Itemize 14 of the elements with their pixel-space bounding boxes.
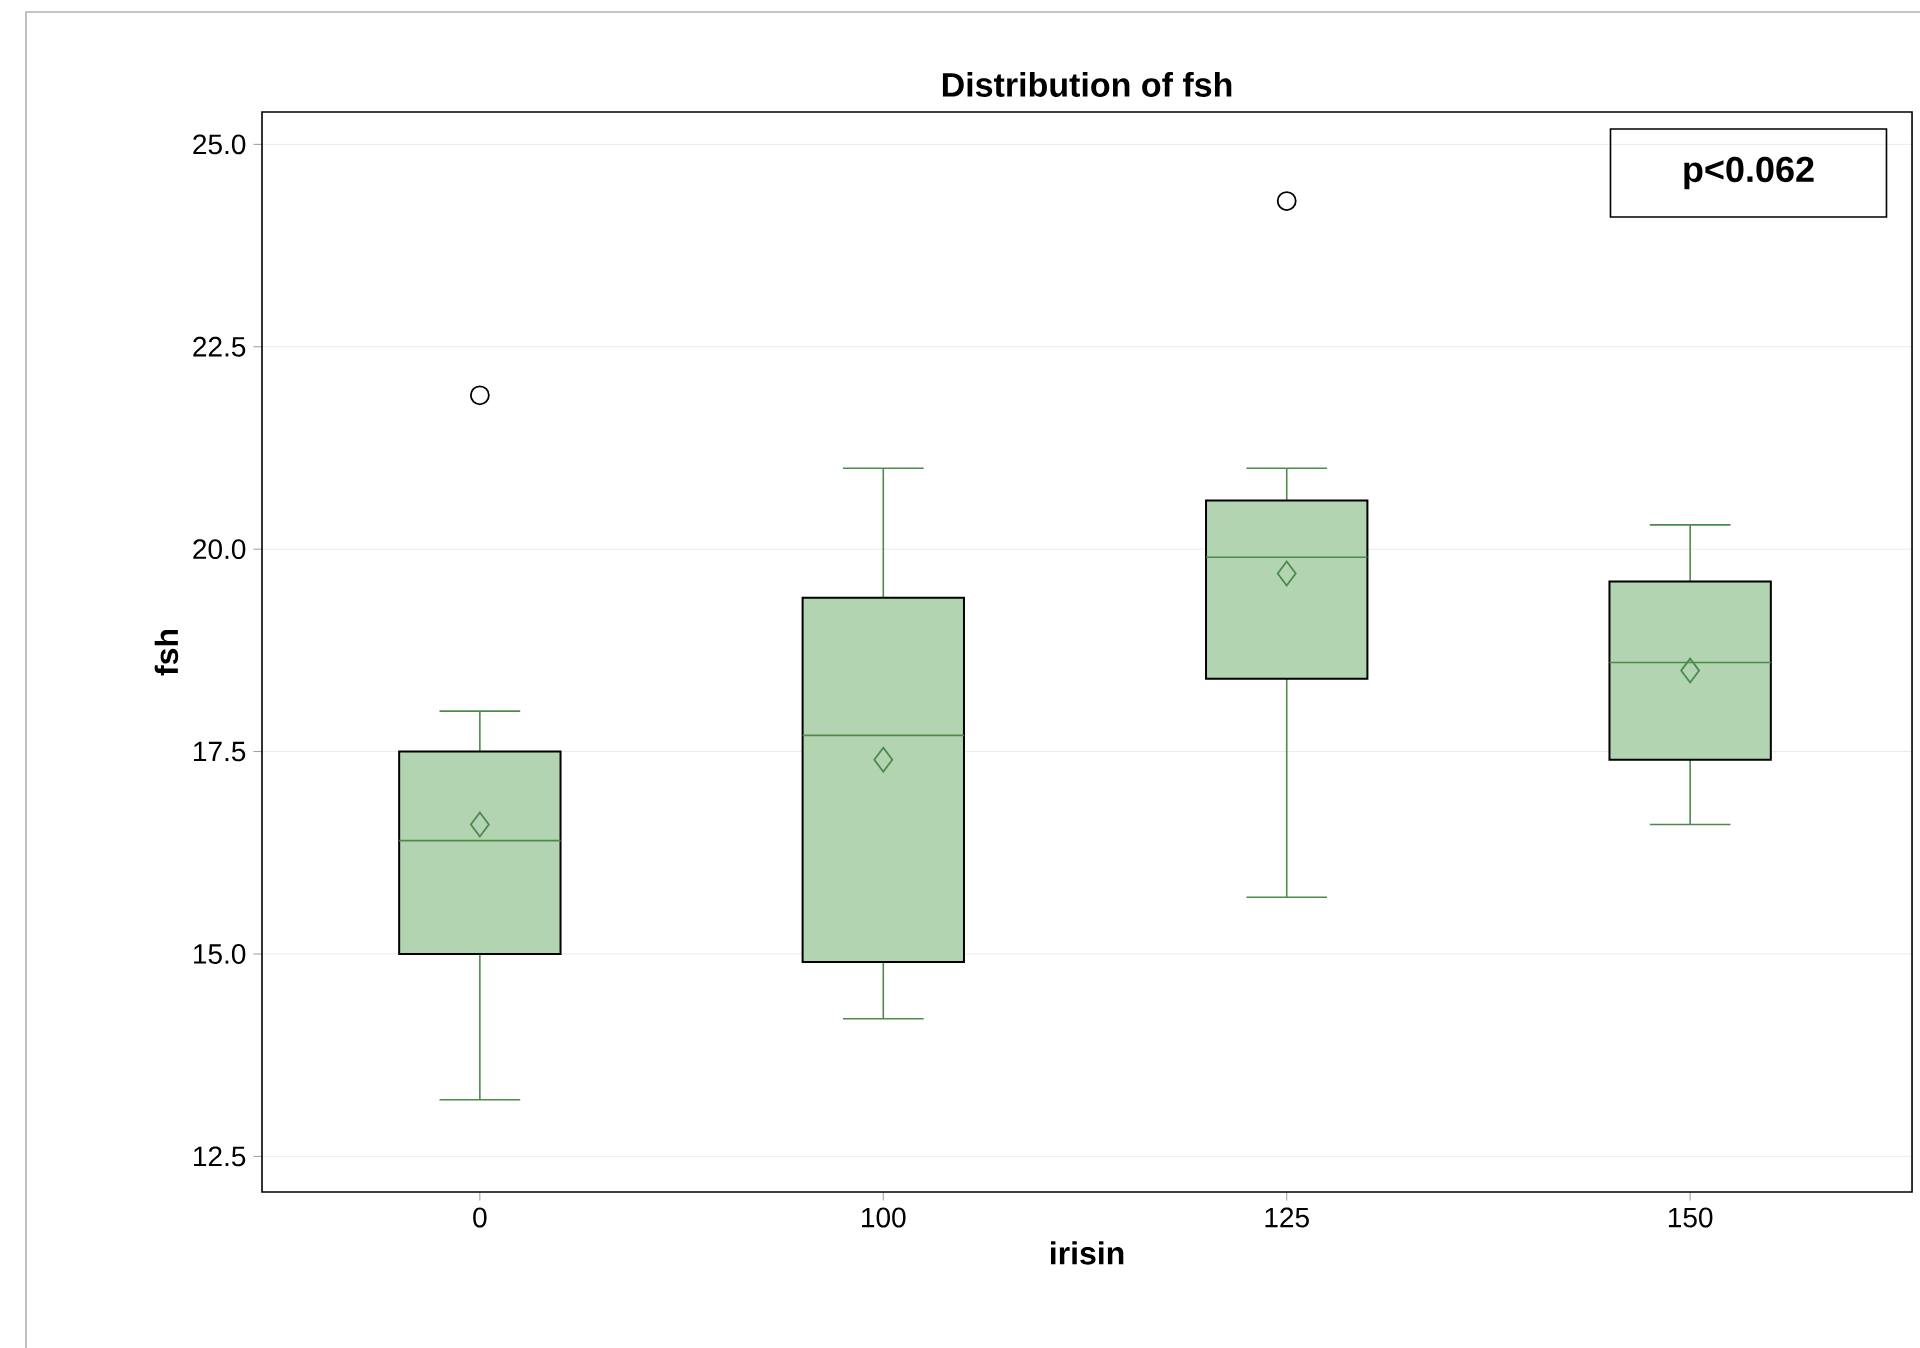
x-tick-label: 125	[1265, 1207, 1309, 1228]
annotation: p<0.062	[1684, 156, 1814, 190]
y-axis-title: fsh	[154, 629, 179, 676]
y-tick-label: 17.5	[194, 741, 246, 762]
y-tick-label: 12.5	[194, 1146, 246, 1167]
y-tick-label: 15.0	[194, 944, 246, 964]
x-tick-label: 100	[862, 1207, 906, 1228]
y-tick-label: 25.0	[193, 134, 246, 155]
x-tick-label: 0	[473, 1207, 487, 1228]
y-tick-label: 22.5	[193, 336, 246, 357]
x-tick-label: 150	[1668, 1207, 1713, 1228]
y-tick-label: 20.0	[193, 539, 246, 560]
x-axis-title: irisin	[1051, 1241, 1124, 1265]
chart-title: Distribution of fsh	[942, 71, 1232, 97]
